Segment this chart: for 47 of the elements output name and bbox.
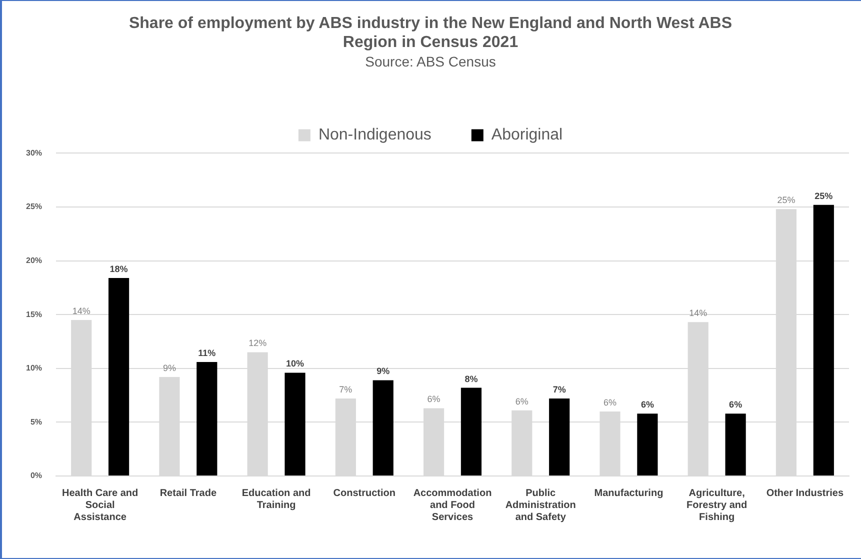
bar [460, 388, 482, 476]
data-label: 8% [464, 374, 478, 384]
bar [284, 372, 306, 476]
data-label: 11% [198, 348, 216, 358]
data-label: 12% [248, 338, 267, 348]
y-tick-label: 5% [30, 417, 42, 426]
x-tick-label: Public Administration and Safety [505, 488, 576, 523]
data-label: 9% [376, 366, 390, 376]
legend-label: Non-Indigenous [318, 126, 432, 144]
y-tick-label: 10% [26, 364, 42, 373]
data-label: 25% [777, 195, 796, 206]
bar [813, 204, 834, 476]
chart-title: Share of employment by ABS industry in the New England and North West ABS Region in Census 2021 [128, 15, 732, 52]
x-tick-label: Manufacturing [594, 488, 664, 499]
x-tick-label: Construction [333, 488, 396, 499]
data-label: 7% [552, 384, 566, 395]
data-label: 18% [110, 264, 128, 274]
data-label: 7% [339, 384, 352, 395]
data-label: 14% [72, 306, 90, 316]
y-tick-label: 30% [26, 148, 42, 158]
data-label: 9% [162, 362, 176, 373]
y-tick-label: 20% [26, 256, 42, 266]
bar [549, 398, 570, 476]
x-tick-label: Agriculture, Forestry and Fishing [686, 488, 748, 523]
x-tick-label: Other Industries [766, 488, 844, 499]
data-label: 6% [515, 396, 528, 406]
data-label: 14% [689, 308, 708, 318]
y-tick-label: 25% [26, 202, 42, 212]
x-tick-label: Accommodation and Food Services [413, 488, 492, 523]
bar [196, 362, 218, 476]
data-label: 6% [603, 397, 617, 408]
x-tick-label: Health Care and Social Assistance [62, 488, 138, 523]
legend-label: Aboriginal [491, 126, 563, 144]
data-label: 25% [814, 190, 833, 201]
y-tick-label: 15% [26, 310, 42, 319]
bar [108, 278, 130, 476]
bar [725, 414, 746, 476]
bar [372, 380, 394, 476]
bar [637, 414, 658, 476]
x-tick-label: Retail Trade [160, 488, 217, 499]
data-label: 6% [640, 400, 654, 410]
data-label: 6% [729, 400, 742, 410]
y-tick-label: 0% [30, 471, 42, 480]
x-tick-label: Education and Training [242, 488, 311, 511]
chart-subtitle: Source: ABS Census [365, 54, 496, 70]
data-label: 6% [427, 394, 440, 404]
data-label: 10% [286, 358, 304, 369]
